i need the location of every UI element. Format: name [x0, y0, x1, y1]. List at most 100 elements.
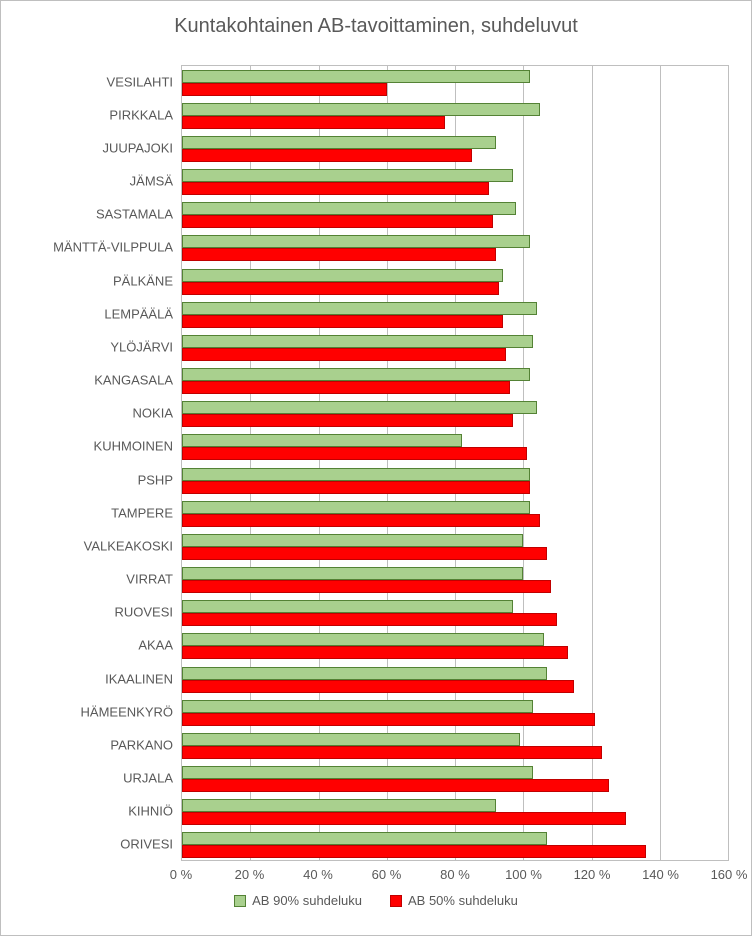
bar-group — [182, 431, 728, 464]
plot-area — [181, 65, 729, 861]
category-label: VESILAHTI — [1, 74, 173, 89]
bar-group — [182, 132, 728, 165]
category-label: KIHNIÖ — [1, 804, 173, 819]
bar-ab90 — [182, 70, 530, 83]
chart-title: Kuntakohtainen AB-tavoittaminen, suhdelu… — [1, 1, 751, 38]
bar-group — [182, 663, 728, 696]
bar-ab50 — [182, 680, 574, 693]
bar-group — [182, 232, 728, 265]
bar-group — [182, 265, 728, 298]
bar-group — [182, 398, 728, 431]
category-label: JÄMSÄ — [1, 174, 173, 189]
bar-group — [182, 530, 728, 563]
bar-group — [182, 564, 728, 597]
bar-ab90 — [182, 667, 547, 680]
category-label: VALKEAKOSKI — [1, 538, 173, 553]
x-tick-label: 120 % — [574, 867, 611, 882]
bar-ab90 — [182, 136, 496, 149]
category-label: MÄNTTÄ-VILPPULA — [1, 240, 173, 255]
category-label: PSHP — [1, 472, 173, 487]
bar-group — [182, 729, 728, 762]
bar-ab50 — [182, 746, 602, 759]
chart-container: Kuntakohtainen AB-tavoittaminen, suhdelu… — [0, 0, 752, 936]
bar-ab90 — [182, 567, 523, 580]
category-label: LEMPÄÄLÄ — [1, 306, 173, 321]
bar-ab90 — [182, 633, 544, 646]
category-label: PÄLKÄNE — [1, 273, 173, 288]
bar-ab50 — [182, 315, 503, 328]
bar-group — [182, 199, 728, 232]
category-label: IKAALINEN — [1, 671, 173, 686]
bar-ab90 — [182, 401, 537, 414]
category-label: PARKANO — [1, 737, 173, 752]
bar-ab90 — [182, 368, 530, 381]
bar-group — [182, 298, 728, 331]
category-label: JUUPAJOKI — [1, 140, 173, 155]
gridline — [728, 66, 729, 860]
bar-ab90 — [182, 733, 520, 746]
bar-ab90 — [182, 434, 462, 447]
x-tick-label: 140 % — [642, 867, 679, 882]
bar-ab50 — [182, 348, 506, 361]
legend-item: AB 50% suhdeluku — [390, 893, 518, 908]
bar-ab90 — [182, 534, 523, 547]
x-tick-label: 40 % — [303, 867, 333, 882]
bar-group — [182, 497, 728, 530]
bar-ab90 — [182, 169, 513, 182]
category-label: YLÖJÄRVI — [1, 339, 173, 354]
bars-layer — [182, 66, 728, 860]
x-tick-label: 80 % — [440, 867, 470, 882]
legend-swatch — [234, 895, 246, 907]
bar-ab50 — [182, 282, 499, 295]
bar-ab90 — [182, 202, 516, 215]
bar-ab50 — [182, 215, 493, 228]
category-label: ORIVESI — [1, 837, 173, 852]
legend-item: AB 90% suhdeluku — [234, 893, 362, 908]
bar-group — [182, 630, 728, 663]
bar-group — [182, 796, 728, 829]
bar-ab90 — [182, 700, 533, 713]
bar-ab90 — [182, 766, 533, 779]
bar-ab50 — [182, 812, 626, 825]
bar-ab50 — [182, 447, 527, 460]
bar-ab50 — [182, 248, 496, 261]
bar-ab90 — [182, 501, 530, 514]
bar-group — [182, 365, 728, 398]
bar-ab50 — [182, 116, 445, 129]
bar-group — [182, 829, 728, 862]
category-label: VIRRAT — [1, 572, 173, 587]
bar-ab50 — [182, 580, 551, 593]
bar-group — [182, 331, 728, 364]
bar-ab50 — [182, 182, 489, 195]
category-label: SASTAMALA — [1, 207, 173, 222]
x-tick-label: 0 % — [170, 867, 192, 882]
x-tick-label: 160 % — [711, 867, 748, 882]
bar-group — [182, 696, 728, 729]
bar-ab90 — [182, 468, 530, 481]
category-label: TAMPERE — [1, 505, 173, 520]
legend-label: AB 50% suhdeluku — [408, 893, 518, 908]
category-label: KANGASALA — [1, 373, 173, 388]
bar-group — [182, 166, 728, 199]
x-tick-label: 60 % — [372, 867, 402, 882]
bar-group — [182, 66, 728, 99]
bar-ab50 — [182, 713, 595, 726]
bar-ab50 — [182, 514, 540, 527]
bar-group — [182, 464, 728, 497]
bar-ab90 — [182, 799, 496, 812]
bar-ab50 — [182, 414, 513, 427]
bar-group — [182, 763, 728, 796]
bar-ab90 — [182, 103, 540, 116]
bar-ab50 — [182, 481, 530, 494]
legend: AB 90% suhdeluku AB 50% suhdeluku — [1, 893, 751, 908]
category-label: URJALA — [1, 771, 173, 786]
x-tick-label: 100 % — [505, 867, 542, 882]
y-axis-labels: VESILAHTIPIRKKALAJUUPAJOKIJÄMSÄSASTAMALA… — [1, 65, 173, 861]
category-label: HÄMEENKYRÖ — [1, 704, 173, 719]
legend-label: AB 90% suhdeluku — [252, 893, 362, 908]
bar-ab50 — [182, 613, 557, 626]
bar-ab50 — [182, 547, 547, 560]
bar-ab50 — [182, 381, 510, 394]
x-tick-label: 20 % — [235, 867, 265, 882]
bar-group — [182, 99, 728, 132]
